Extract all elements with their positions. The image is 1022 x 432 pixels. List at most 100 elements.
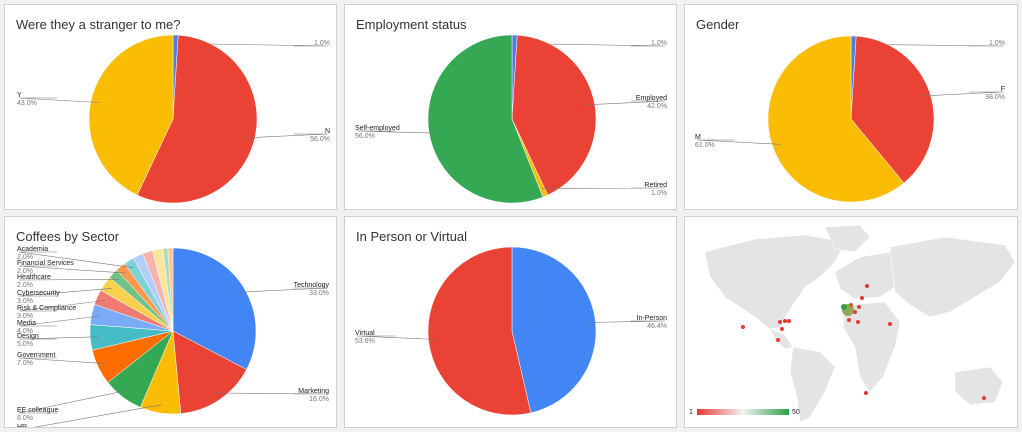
slice-percent-label: 43.0% bbox=[17, 100, 37, 107]
leader-line bbox=[921, 91, 1004, 97]
slice-percent-label: 33.0% bbox=[309, 290, 329, 297]
chart-panel-gender: Gender 1.0% F 38.0% M 61.0% bbox=[684, 4, 1018, 210]
africa-shape bbox=[842, 301, 901, 393]
pie-slice bbox=[427, 246, 532, 416]
map-legend-min: 1 bbox=[689, 409, 693, 416]
slice-percent-label: 16.0% bbox=[309, 396, 329, 403]
pie-slice bbox=[172, 247, 257, 370]
leader-line bbox=[246, 133, 329, 139]
chart-title: In Person or Virtual bbox=[356, 229, 468, 244]
pie-slice bbox=[167, 247, 174, 332]
chart-panel-inperson: In Person or Virtual In-Person 46.4% Virtu… bbox=[344, 216, 677, 428]
map-marker bbox=[778, 320, 782, 324]
slice-label: In-Person bbox=[637, 315, 667, 322]
pie-chart-employment: 1.0%Employed42.0%Retired1.0%Self-employe… bbox=[355, 34, 667, 204]
slice-percent-label: 56.0% bbox=[355, 133, 375, 140]
chart-title: Coffees by Sector bbox=[16, 229, 120, 244]
leader-line bbox=[586, 100, 666, 106]
slice-label: F bbox=[1001, 86, 1005, 93]
slice-percent-label: 2.0% bbox=[17, 268, 33, 275]
slice-percent-label: 42.0% bbox=[647, 103, 667, 110]
slice-percent-label: 46.4% bbox=[647, 323, 667, 330]
slice-label: N bbox=[325, 128, 330, 135]
slice-percent-label: 38.0% bbox=[985, 94, 1005, 101]
leader-line bbox=[18, 300, 105, 312]
leader-line bbox=[18, 279, 120, 281]
chart-panel-stranger: Were they a stranger to me? 1.0% N 56.0% Y 4… bbox=[4, 4, 337, 210]
slice-percent-label: 1.0% bbox=[651, 40, 667, 47]
slice-percent-label: 2.0% bbox=[17, 254, 33, 261]
chart-panel-employment: Employment status 1.0% Employed 42.0% Retir… bbox=[344, 4, 677, 210]
leader-line bbox=[236, 287, 328, 293]
slice-label: Y bbox=[17, 92, 22, 99]
map-marker bbox=[787, 319, 791, 323]
leader-line bbox=[18, 357, 106, 364]
pie-slice bbox=[767, 35, 905, 203]
leader-line bbox=[356, 130, 438, 134]
map-marker bbox=[865, 284, 869, 288]
slice-label: Financial Services bbox=[17, 260, 74, 267]
map-marker bbox=[783, 319, 787, 323]
map-marker bbox=[741, 325, 745, 329]
map-legend-max: 50 bbox=[792, 409, 800, 416]
world-map bbox=[685, 217, 1017, 427]
slice-label: Design bbox=[17, 333, 39, 340]
leader-line bbox=[587, 320, 666, 323]
north-america-shape bbox=[704, 234, 846, 330]
pie-chart-gender: 1.0% F38.0% M61.0% bbox=[695, 35, 1005, 203]
chart-panel-sector: Coffees by Sector Technology 33.0% Marketi… bbox=[4, 216, 337, 428]
chart-title: Employment status bbox=[356, 17, 467, 32]
map-marker bbox=[982, 396, 986, 400]
slice-label: Academia bbox=[17, 246, 48, 253]
slice-percent-label: 3.0% bbox=[17, 298, 33, 305]
leader-line bbox=[853, 44, 1004, 47]
slice-label: Self-employed bbox=[355, 125, 400, 132]
slice-percent-label: 1.0% bbox=[651, 190, 667, 197]
central-america-shape bbox=[769, 328, 794, 350]
leader-line bbox=[696, 139, 781, 145]
slice-label: Media bbox=[17, 320, 36, 327]
chart-title: Were they a stranger to me? bbox=[16, 17, 181, 32]
map-marker bbox=[849, 303, 853, 307]
slice-percent-label: 8.0% bbox=[17, 415, 33, 422]
map-markers bbox=[741, 284, 986, 400]
slice-percent-label: 1.0% bbox=[314, 40, 330, 47]
leader-line bbox=[18, 251, 134, 268]
slice-percent-label: 7.0% bbox=[17, 360, 33, 367]
chart-panel-map: 1 50 bbox=[684, 216, 1018, 428]
slice-label: Marketing bbox=[298, 388, 329, 395]
leader-line bbox=[214, 392, 328, 395]
pie-slice bbox=[88, 34, 174, 196]
map-marker bbox=[864, 391, 868, 395]
greenland-shape bbox=[824, 224, 871, 253]
map-marker bbox=[860, 296, 864, 300]
slice-label: Retired bbox=[644, 182, 667, 189]
map-marker bbox=[841, 304, 847, 310]
leader-line bbox=[175, 43, 329, 47]
pie-slice bbox=[850, 35, 935, 184]
pie-slice bbox=[136, 34, 258, 204]
leader-line bbox=[18, 390, 128, 414]
slice-label: Cybersecurity bbox=[17, 290, 60, 297]
slice-label: EE colleague bbox=[17, 407, 58, 414]
map-marker bbox=[888, 322, 892, 326]
pie-chart-stranger: 1.0% N56.0% Y43.0% bbox=[17, 34, 330, 204]
map-marker bbox=[856, 320, 860, 324]
slice-label: Healthcare bbox=[17, 274, 51, 281]
slice-label: Virtual bbox=[355, 330, 375, 337]
asia-shape bbox=[889, 236, 1016, 318]
slice-percent-label: 56.0% bbox=[310, 136, 330, 143]
map-marker bbox=[847, 318, 851, 322]
south-america-shape bbox=[789, 346, 836, 423]
map-marker bbox=[857, 305, 861, 309]
slice-label: Risk & Compliance bbox=[17, 305, 76, 312]
map-legend-gradient bbox=[697, 409, 789, 415]
leader-line bbox=[34, 404, 162, 427]
slice-percent-label: 5.0% bbox=[17, 341, 33, 348]
slice-label: HR bbox=[17, 424, 27, 428]
pie-slice bbox=[511, 34, 597, 196]
pie-slice bbox=[511, 246, 597, 414]
leader-line bbox=[356, 335, 437, 340]
